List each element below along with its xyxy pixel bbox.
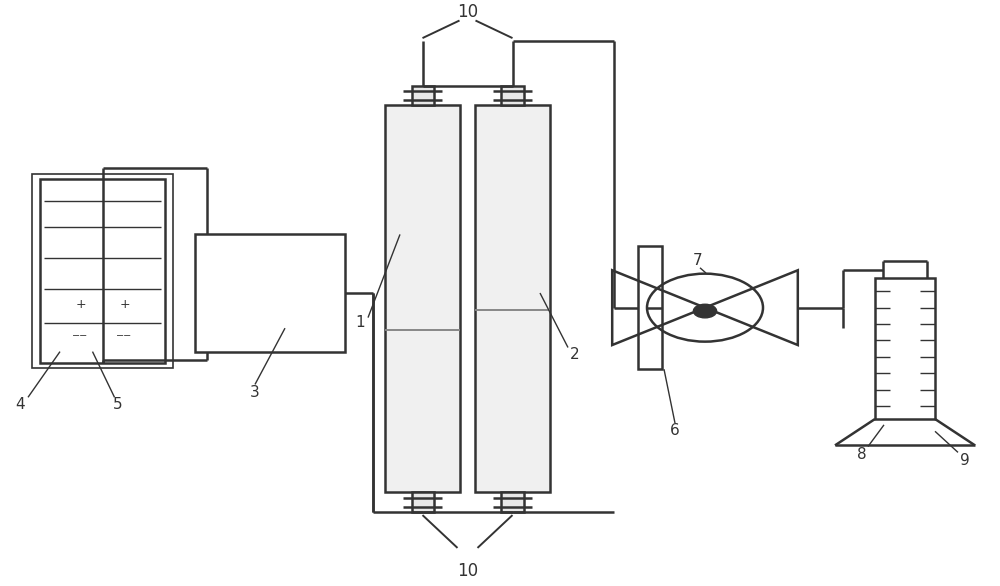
Bar: [32, 174, 173, 368]
Bar: [638, 246, 662, 369]
Text: 9: 9: [960, 452, 970, 468]
Text: +: +: [119, 298, 130, 311]
Text: 10: 10: [457, 3, 478, 21]
Text: 7: 7: [693, 253, 703, 268]
Text: −−: −−: [116, 331, 133, 340]
Text: −−: −−: [72, 331, 89, 340]
Text: 5: 5: [113, 397, 122, 412]
Text: 3: 3: [250, 385, 260, 400]
Text: +: +: [75, 298, 86, 311]
Text: 2: 2: [570, 347, 580, 362]
Bar: [501, 492, 524, 512]
Bar: [412, 492, 434, 512]
Bar: [195, 234, 345, 352]
Text: 10: 10: [457, 563, 478, 580]
Bar: [501, 86, 524, 105]
Text: 6: 6: [670, 423, 680, 438]
Text: 4: 4: [15, 397, 25, 412]
Bar: [875, 278, 935, 419]
Bar: [412, 86, 434, 105]
Bar: [385, 105, 460, 492]
Text: 8: 8: [857, 447, 867, 462]
Bar: [40, 179, 165, 363]
Circle shape: [693, 304, 717, 318]
Text: 1: 1: [355, 315, 365, 330]
Bar: [475, 105, 550, 492]
